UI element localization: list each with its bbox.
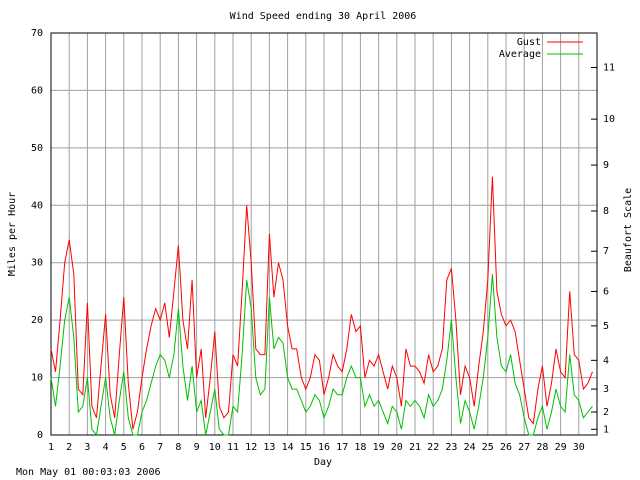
x-tick-label: 28 xyxy=(536,442,548,453)
x-tick-label: 10 xyxy=(209,442,221,453)
y-tick-label: 0 xyxy=(37,430,43,441)
x-tick-label: 14 xyxy=(282,442,294,453)
x-tick-label: 8 xyxy=(175,442,181,453)
legend-label: Gust xyxy=(517,37,541,48)
x-tick-label: 11 xyxy=(227,442,239,453)
y-tick-label: 60 xyxy=(31,85,43,96)
y2-tick-label: 11 xyxy=(603,62,615,73)
plot-frame xyxy=(50,32,598,436)
x-tick-label: 18 xyxy=(354,442,366,453)
x-tick-label: 1 xyxy=(48,442,54,453)
x-tick-label: 3 xyxy=(84,442,90,453)
x-axis-label: Day xyxy=(314,457,332,468)
y2-axis-label: Beaufort Scale xyxy=(623,188,634,272)
data-line xyxy=(50,274,593,437)
x-tick-label: 23 xyxy=(445,442,457,453)
x-tick-label: 22 xyxy=(427,442,439,453)
x-tick-label: 4 xyxy=(103,442,109,453)
x-tick-label: 6 xyxy=(139,442,145,453)
x-tick-label: 26 xyxy=(500,442,512,453)
y2-tick-label: 10 xyxy=(603,114,615,125)
y-tick-label: 50 xyxy=(31,143,43,154)
y2-tick-label: 3 xyxy=(603,384,609,395)
y2-tick-label: 5 xyxy=(603,321,609,332)
footer: Mon May 01 00:03:03 2006 xyxy=(16,467,161,478)
x-tick-label: 30 xyxy=(573,442,585,453)
x-tick-label: 15 xyxy=(300,442,312,453)
x-tick-label: 20 xyxy=(391,442,403,453)
x-tick-label: 19 xyxy=(373,442,385,453)
y-tick-label: 20 xyxy=(31,315,43,326)
x-tick-label: 25 xyxy=(482,442,494,453)
y-tick-label: 10 xyxy=(31,373,43,384)
legend-label: Average xyxy=(499,49,541,60)
y2-tick-label: 9 xyxy=(603,160,609,171)
data-line xyxy=(50,176,593,430)
y2-tick-label: 8 xyxy=(603,206,609,217)
y-axis-label: Miles per Hour xyxy=(7,192,18,276)
x-tick-label: 7 xyxy=(157,442,163,453)
x-tick-label: 2 xyxy=(66,442,72,453)
x-tick-label: 27 xyxy=(518,442,530,453)
x-tick-label: 16 xyxy=(318,442,330,453)
y2-tick-label: 7 xyxy=(603,246,609,257)
x-tick-label: 13 xyxy=(263,442,275,453)
x-tick-label: 17 xyxy=(336,442,348,453)
x-tick-label: 29 xyxy=(555,442,567,453)
x-tick-label: 9 xyxy=(194,442,200,453)
y2-tick-label: 6 xyxy=(603,286,609,297)
x-tick-label: 21 xyxy=(409,442,421,453)
y-tick-label: 30 xyxy=(31,258,43,269)
x-tick-label: 24 xyxy=(464,442,476,453)
y2-tick-label: 1 xyxy=(603,424,609,435)
y2-tick-label: 4 xyxy=(603,355,609,366)
x-tick-label: 5 xyxy=(121,442,127,453)
y-tick-label: 40 xyxy=(31,200,43,211)
x-tick-label: 12 xyxy=(245,442,257,453)
chart-title: Wind Speed ending 30 April 2006 xyxy=(230,11,417,22)
y2-tick-label: 2 xyxy=(603,407,609,418)
y-tick-label: 70 xyxy=(31,28,43,39)
